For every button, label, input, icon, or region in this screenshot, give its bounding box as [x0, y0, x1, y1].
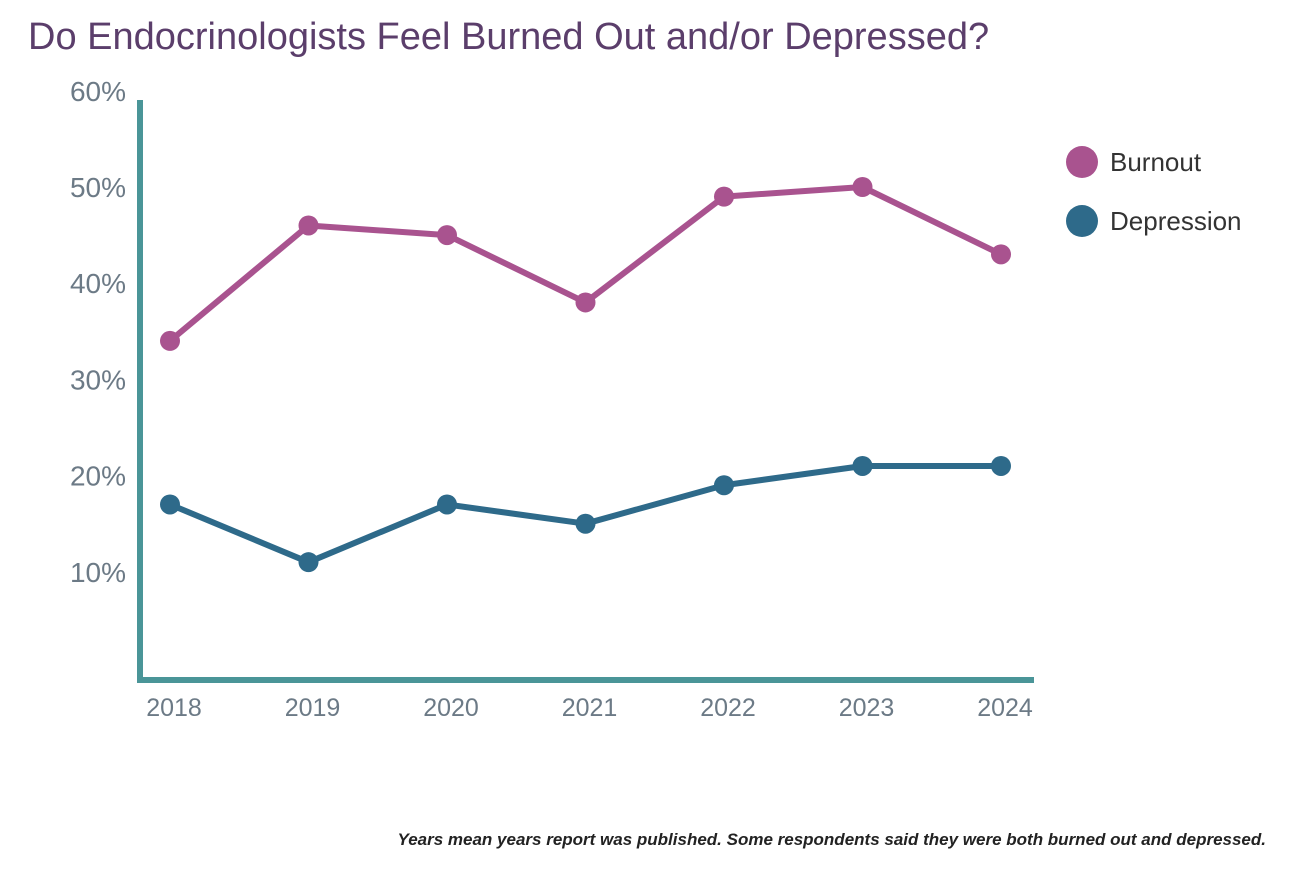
data-point-depression	[298, 552, 319, 573]
legend-label-burnout: Burnout	[1110, 147, 1202, 177]
y-tick-label: 60%	[70, 76, 126, 107]
footnote: Years mean years report was published. S…	[397, 830, 1267, 849]
legend: Burnout Depression	[1066, 146, 1242, 237]
x-tick-label: 2018	[146, 694, 202, 722]
data-point-burnout	[714, 186, 734, 207]
x-tick-label: 2021	[562, 694, 618, 722]
y-tick-label: 10%	[70, 557, 126, 588]
x-ticks: 2018 2019 2020 2021 2022 2023 2024	[146, 694, 1033, 722]
y-ticks: 10% 20% 30% 40% 50% 60%	[70, 76, 126, 588]
x-tick-label: 2022	[700, 694, 756, 722]
data-point-burnout	[437, 225, 457, 246]
data-point-depression	[437, 494, 457, 515]
x-tick-label: 2019	[285, 694, 341, 722]
data-point-depression	[160, 494, 180, 515]
data-point-burnout	[298, 215, 319, 236]
x-tick-label: 2024	[977, 694, 1033, 722]
data-point-burnout	[575, 292, 596, 313]
series-points	[160, 177, 1011, 573]
data-point-depression	[575, 513, 596, 534]
data-point-burnout	[852, 177, 873, 197]
series-line-burnout	[167, 184, 1004, 344]
y-tick-label: 50%	[70, 172, 126, 203]
data-point-burnout	[160, 330, 180, 351]
x-tick-label: 2020	[423, 694, 479, 722]
series-lines	[167, 184, 1004, 566]
y-tick-label: 20%	[70, 461, 126, 492]
data-point-depression	[714, 475, 734, 496]
y-tick-label: 30%	[70, 364, 126, 395]
data-point-burnout	[991, 244, 1011, 265]
y-tick-label: 40%	[70, 268, 126, 299]
data-point-depression	[852, 455, 873, 476]
data-point-depression	[991, 455, 1011, 476]
legend-label-depression: Depression	[1110, 206, 1242, 236]
chart-title: Do Endocrinologists Feel Burned Out and/…	[28, 16, 990, 58]
x-tick-label: 2023	[839, 694, 895, 722]
legend-swatch-depression	[1066, 205, 1098, 237]
legend-swatch-burnout	[1066, 146, 1098, 178]
